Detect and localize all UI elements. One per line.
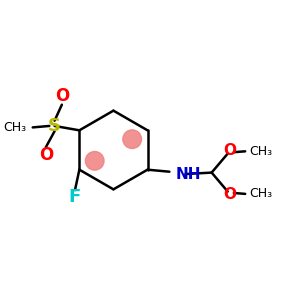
Text: F: F	[69, 188, 81, 206]
Circle shape	[123, 130, 142, 148]
Text: O: O	[55, 87, 69, 105]
Text: O: O	[39, 146, 53, 164]
Text: NH: NH	[175, 167, 201, 182]
Text: O: O	[224, 187, 236, 202]
Text: CH₃: CH₃	[250, 145, 273, 158]
Text: O: O	[224, 143, 236, 158]
Text: CH₃: CH₃	[250, 188, 273, 200]
Text: CH₃: CH₃	[3, 121, 26, 134]
Circle shape	[85, 152, 104, 170]
Text: S: S	[48, 117, 61, 135]
